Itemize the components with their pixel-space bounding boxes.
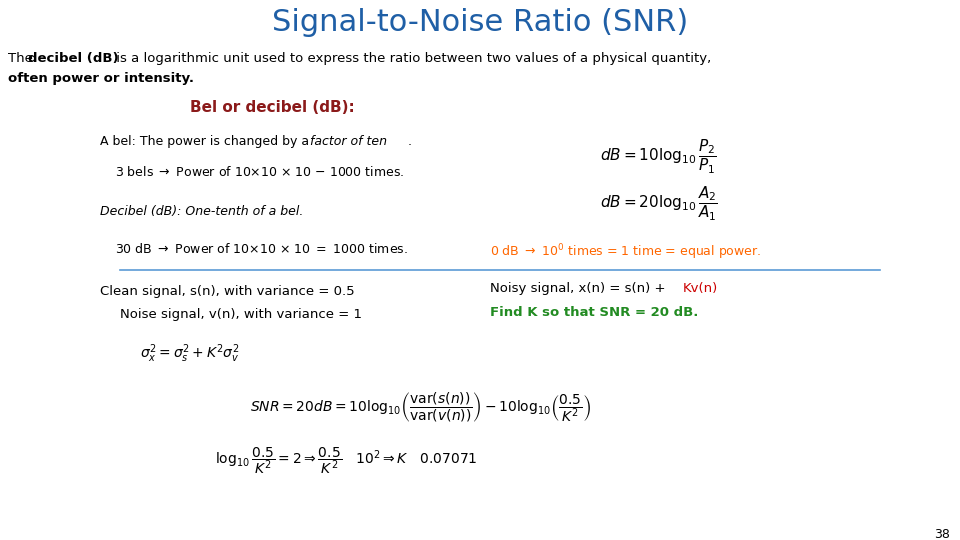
Text: Decibel (dB): One-tenth of a bel.: Decibel (dB): One-tenth of a bel.: [100, 205, 303, 218]
Text: Clean signal, s(n), with variance = 0.5: Clean signal, s(n), with variance = 0.5: [100, 285, 354, 298]
Text: 38: 38: [934, 528, 950, 540]
Text: The: The: [8, 52, 37, 65]
Text: A bel: The power is changed by a: A bel: The power is changed by a: [100, 135, 313, 148]
Text: $SNR = 20dB = 10\log_{10}\!\left(\dfrac{\mathrm{var}(s(n))}{\mathrm{var}(v(n))}\: $SNR = 20dB = 10\log_{10}\!\left(\dfrac{…: [250, 390, 591, 424]
Text: .: .: [408, 135, 412, 148]
Text: $dB = 10\log_{10}\dfrac{P_2}{P_1}$: $dB = 10\log_{10}\dfrac{P_2}{P_1}$: [600, 138, 716, 176]
Text: $dB = 20\log_{10}\dfrac{A_2}{A_1}$: $dB = 20\log_{10}\dfrac{A_2}{A_1}$: [600, 185, 718, 223]
Text: Bel or decibel (dB):: Bel or decibel (dB):: [190, 100, 355, 115]
Text: is a logarithmic unit used to express the ratio between two values of a physical: is a logarithmic unit used to express th…: [112, 52, 711, 65]
Text: decibel (dB): decibel (dB): [28, 52, 119, 65]
Text: 3 bels $\rightarrow$ Power of 10$\times$10 $\times$ 10 $-$ 1000 times.: 3 bels $\rightarrow$ Power of 10$\times$…: [115, 165, 404, 179]
Text: 0 dB $\rightarrow$ 10$^0$ times = 1 time = equal power.: 0 dB $\rightarrow$ 10$^0$ times = 1 time…: [490, 242, 761, 261]
Text: Find K so that SNR = 20 dB.: Find K so that SNR = 20 dB.: [490, 306, 698, 319]
Text: often power or intensity.: often power or intensity.: [8, 72, 194, 85]
Text: $\log_{10}\dfrac{0.5}{K^2} = 2 \Rightarrow \dfrac{0.5}{K^2} \quad 10^2 \Rightarr: $\log_{10}\dfrac{0.5}{K^2} = 2 \Rightarr…: [215, 445, 477, 476]
Text: $\sigma^2_x = \sigma^2_s + K^2\sigma^2_v$: $\sigma^2_x = \sigma^2_s + K^2\sigma^2_v…: [140, 342, 239, 364]
Text: 30 dB $\rightarrow$ Power of 10$\times$10 $\times$ 10 $=$ 1000 times.: 30 dB $\rightarrow$ Power of 10$\times$1…: [115, 242, 408, 256]
Text: Noise signal, v(n), with variance = 1: Noise signal, v(n), with variance = 1: [120, 308, 362, 321]
Text: Signal-to-Noise Ratio (SNR): Signal-to-Noise Ratio (SNR): [272, 8, 688, 37]
Text: Kv(n): Kv(n): [683, 282, 718, 295]
Text: factor of ten: factor of ten: [310, 135, 387, 148]
Text: Noisy signal, x(n) = s(n) +: Noisy signal, x(n) = s(n) +: [490, 282, 670, 295]
